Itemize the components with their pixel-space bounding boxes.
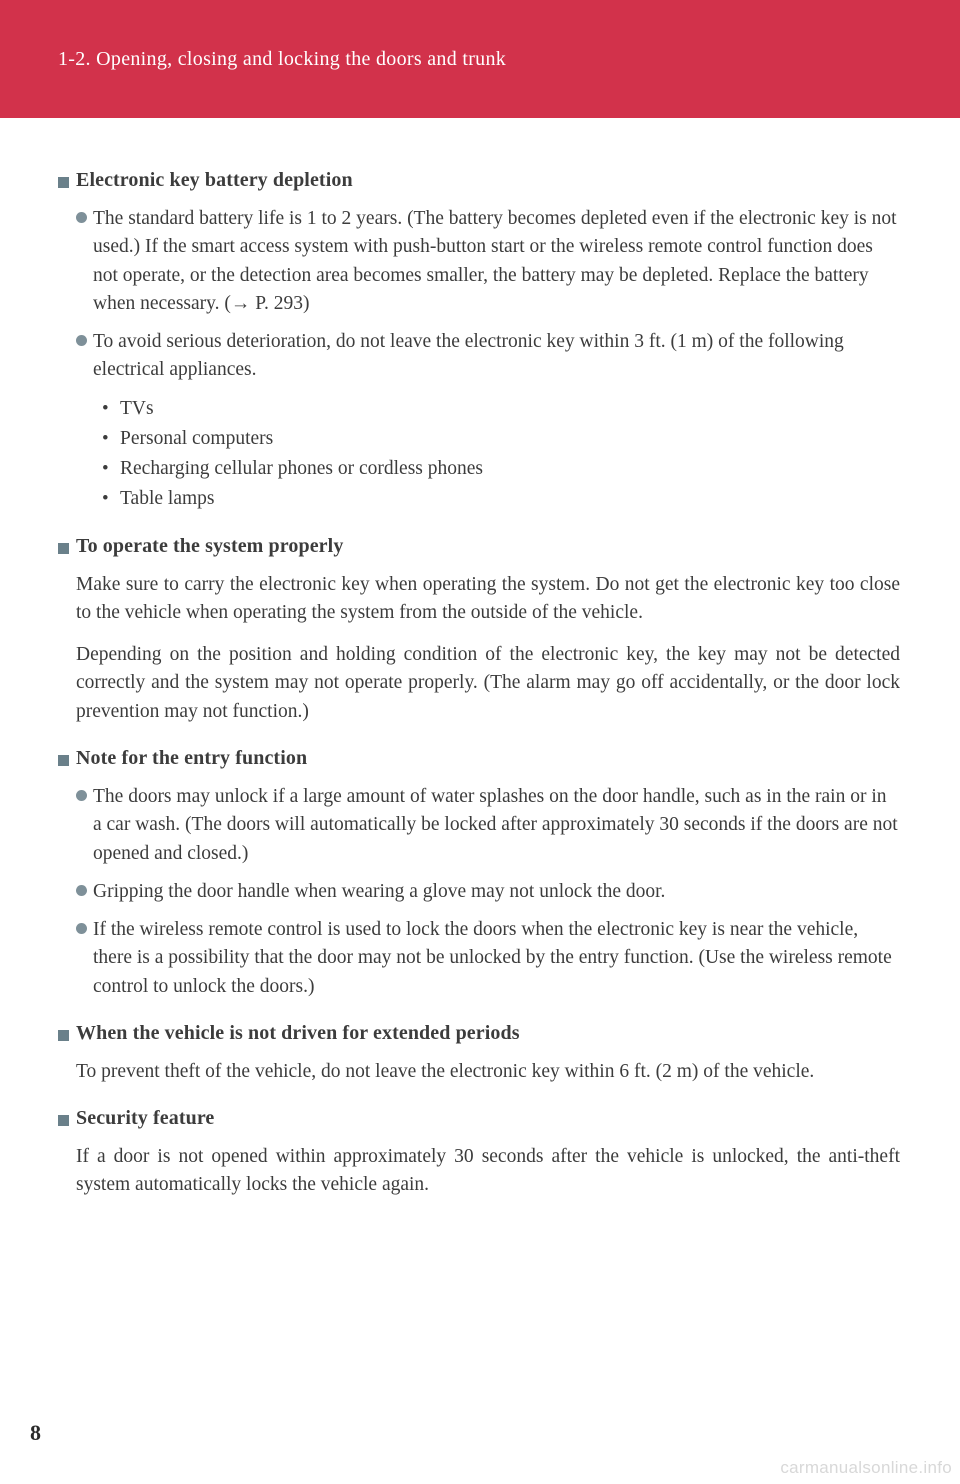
section-title: Note for the entry function — [76, 744, 307, 773]
bullet-text: If the wireless remote control is used t… — [93, 916, 900, 1001]
section-title: When the vehicle is not driven for exten… — [76, 1019, 520, 1048]
paragraph: To prevent theft of the vehicle, do not … — [76, 1058, 900, 1086]
square-marker-icon — [58, 177, 69, 188]
section-heading: When the vehicle is not driven for exten… — [58, 1019, 900, 1048]
section-heading: To operate the system properly — [58, 532, 900, 561]
page-content: Electronic key battery depletion The sta… — [0, 118, 960, 1200]
chapter-title: 1-2. Opening, closing and locking the do… — [58, 48, 960, 71]
bullet-item: The standard battery life is 1 to 2 year… — [76, 205, 900, 318]
sub-item-text: Personal computers — [120, 425, 273, 453]
chapter-header: 1-2. Opening, closing and locking the do… — [0, 0, 960, 118]
sub-item-text: TVs — [120, 395, 154, 423]
sub-item: •Personal computers — [102, 425, 900, 453]
sub-list: •TVs •Personal computers •Recharging cel… — [102, 395, 900, 514]
square-marker-icon — [58, 1030, 69, 1041]
section-operate-properly: To operate the system properly Make sure… — [58, 532, 900, 726]
bullet-text: To avoid serious deterioration, do not l… — [93, 328, 900, 385]
section-battery-depletion: Electronic key battery depletion The sta… — [58, 166, 900, 514]
section-heading: Security feature — [58, 1104, 900, 1133]
round-bullet-icon — [76, 212, 87, 223]
bullet-item: Gripping the door handle when wearing a … — [76, 878, 900, 906]
paragraph: Make sure to carry the electronic key wh… — [76, 571, 900, 628]
dot-marker-icon: • — [102, 395, 120, 423]
round-bullet-icon — [76, 790, 87, 801]
sub-item: •Table lamps — [102, 485, 900, 513]
square-marker-icon — [58, 755, 69, 766]
sub-item: •TVs — [102, 395, 900, 423]
section-heading: Note for the entry function — [58, 744, 900, 773]
section-security-feature: Security feature If a door is not opened… — [58, 1104, 900, 1200]
section-entry-function: Note for the entry function The doors ma… — [58, 744, 900, 1001]
paragraph: Depending on the position and holding co… — [76, 641, 900, 726]
round-bullet-icon — [76, 923, 87, 934]
dot-marker-icon: • — [102, 485, 120, 513]
section-title: Electronic key battery depletion — [76, 166, 353, 195]
square-marker-icon — [58, 1115, 69, 1126]
bullet-text: The doors may unlock if a large amount o… — [93, 783, 900, 868]
section-title: To operate the system properly — [76, 532, 343, 561]
bullet-item: To avoid serious deterioration, do not l… — [76, 328, 900, 385]
bullet-text: The standard battery life is 1 to 2 year… — [93, 205, 900, 318]
section-title: Security feature — [76, 1104, 214, 1133]
sub-item-text: Recharging cellular phones or cordless p… — [120, 455, 483, 483]
section-not-driven: When the vehicle is not driven for exten… — [58, 1019, 900, 1086]
dot-marker-icon: • — [102, 425, 120, 453]
sub-item-text: Table lamps — [120, 485, 214, 513]
round-bullet-icon — [76, 885, 87, 896]
bullet-text: Gripping the door handle when wearing a … — [93, 878, 900, 906]
bullet-item: The doors may unlock if a large amount o… — [76, 783, 900, 868]
section-heading: Electronic key battery depletion — [58, 166, 900, 195]
page-number: 8 — [30, 1420, 41, 1446]
round-bullet-icon — [76, 335, 87, 346]
sub-item: •Recharging cellular phones or cordless … — [102, 455, 900, 483]
bullet-item: If the wireless remote control is used t… — [76, 916, 900, 1001]
paragraph: If a door is not opened within approxima… — [76, 1143, 900, 1200]
watermark-text: carmanualsonline.info — [780, 1458, 952, 1478]
dot-marker-icon: • — [102, 455, 120, 483]
square-marker-icon — [58, 543, 69, 554]
